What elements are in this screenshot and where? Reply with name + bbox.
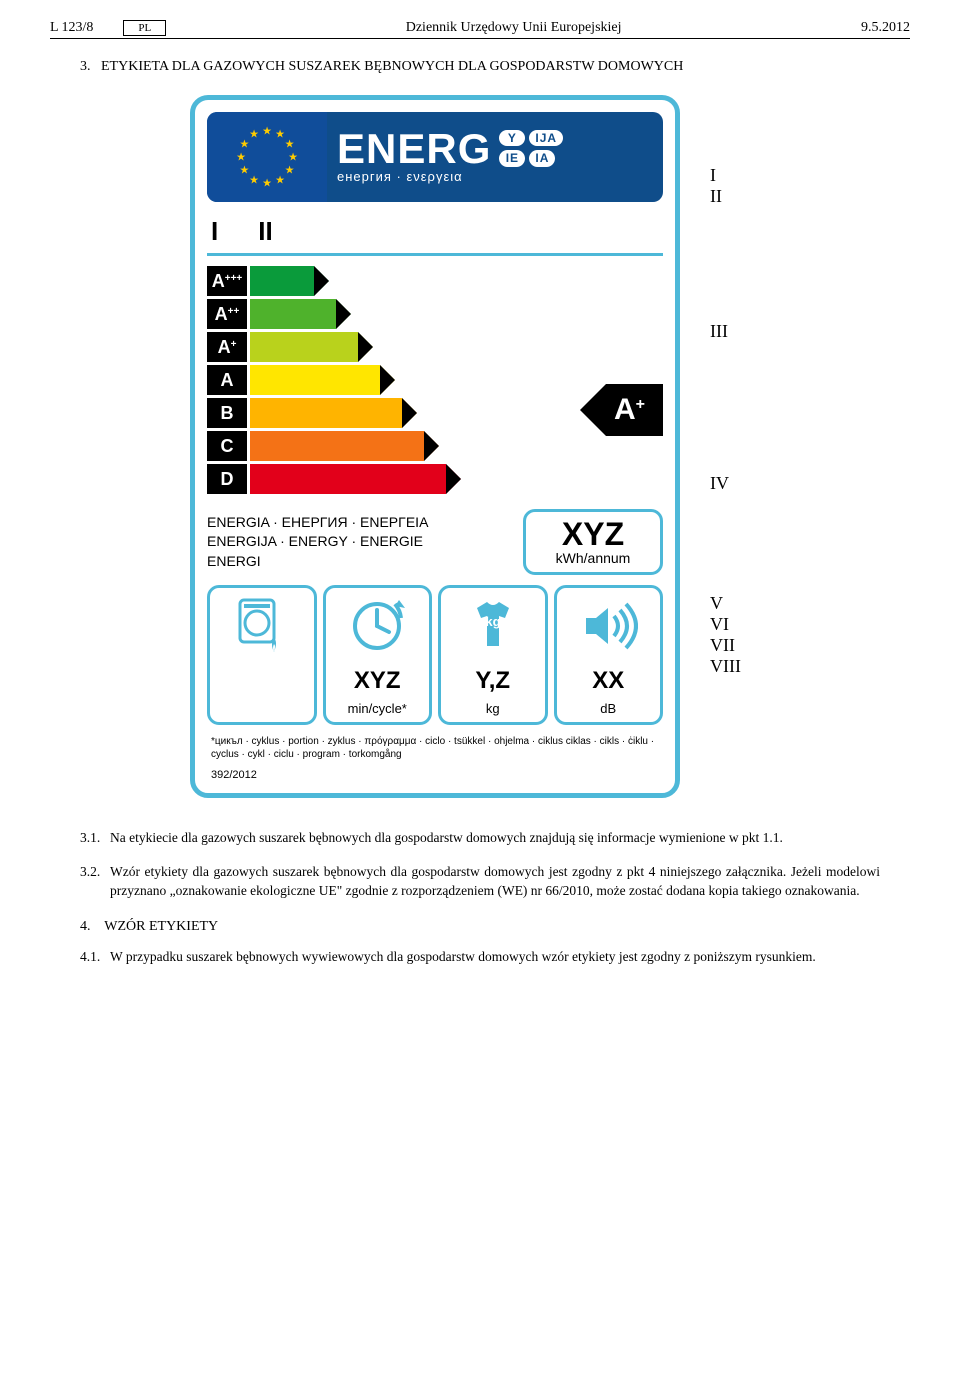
eu-star-icon: ★ bbox=[275, 173, 285, 186]
sound-icon bbox=[563, 596, 655, 656]
consumption-text: ENERGIA · ЕНЕРГИЯ · ΕΝΕΡΓΕΙΑ ENERGIJA · … bbox=[207, 513, 513, 572]
class-arrow bbox=[250, 431, 424, 461]
svg-text:kg: kg bbox=[485, 614, 500, 629]
rated-sup: + bbox=[636, 396, 645, 414]
class-box: A+ bbox=[207, 332, 247, 362]
section-4-title: 4. WZÓR ETYKIETY bbox=[80, 919, 910, 935]
pictogram-dryer-gas bbox=[207, 585, 317, 725]
supplier-1: I bbox=[211, 216, 218, 247]
efficiency-class-row: B bbox=[207, 398, 523, 428]
class-box: A bbox=[207, 365, 247, 395]
tshirt-kg-icon: kg bbox=[447, 596, 539, 656]
supplier-row: I II bbox=[207, 216, 663, 256]
journal-title: Dziennik Urzędowy Unii Europejskiej bbox=[406, 20, 622, 36]
efficiency-class-row: D bbox=[207, 464, 523, 494]
pictogram-row: XYZ min/cycle* kg Y,Z kg XX dB bbox=[207, 585, 663, 725]
efficiency-class-row: C bbox=[207, 431, 523, 461]
efficiency-class-row: A++ bbox=[207, 299, 523, 329]
efficiency-class-row: A bbox=[207, 365, 523, 395]
picto-unit: kg bbox=[447, 701, 539, 716]
eu-star-icon: ★ bbox=[249, 173, 259, 186]
class-box: A++ bbox=[207, 299, 247, 329]
para-text: Wzór etykiety dla gazowych suszarek bębn… bbox=[110, 862, 880, 901]
picto-value: XYZ bbox=[332, 669, 424, 693]
energy-label: ★★★★★★★★★★★★ ENERG Y IJA IE IA bbox=[190, 95, 680, 798]
pictogram-clock: XYZ min/cycle* bbox=[323, 585, 433, 725]
annotation-III: III bbox=[710, 235, 770, 463]
consumption-value: XYZ bbox=[540, 518, 646, 550]
pictogram-sound: XX dB bbox=[554, 585, 664, 725]
class-arrow bbox=[250, 299, 336, 329]
eu-star-icon: ★ bbox=[240, 164, 250, 177]
efficiency-area: A+++A++A+ABCD A+ bbox=[207, 266, 663, 497]
para-num: 3.1. bbox=[80, 828, 110, 848]
eu-star-icon: ★ bbox=[262, 125, 272, 138]
efficiency-class-row: A+++ bbox=[207, 266, 523, 296]
top-banner: ★★★★★★★★★★★★ ENERG Y IJA IE IA bbox=[207, 112, 663, 202]
lang-pills: Y IJA IE IA bbox=[499, 130, 563, 168]
annotation-IV: IV bbox=[710, 463, 770, 563]
header-date: 9.5.2012 bbox=[861, 20, 910, 36]
section-num: 3. bbox=[80, 59, 91, 74]
eu-star-icon: ★ bbox=[285, 164, 295, 177]
class-arrow bbox=[250, 398, 402, 428]
rated-label: A bbox=[614, 393, 636, 427]
class-arrow bbox=[250, 266, 314, 296]
section-3-title: 3. ETYKIETA DLA GAZOWYCH SUSZAREK BĘBNOW… bbox=[80, 59, 910, 75]
page-ref: L 123/8 bbox=[50, 20, 93, 36]
picto-value: Y,Z bbox=[447, 669, 539, 693]
eu-star-icon: ★ bbox=[236, 151, 246, 164]
class-box: B bbox=[207, 398, 247, 428]
class-box: D bbox=[207, 464, 247, 494]
banner-text: ENERG Y IJA IE IA енергия · ενεργεια bbox=[327, 112, 663, 202]
rated-arrow: A+ bbox=[523, 322, 663, 497]
annotation-I-II: I II bbox=[710, 165, 770, 235]
pill: IJA bbox=[529, 130, 563, 147]
energ-word: ENERG bbox=[337, 130, 491, 168]
consumption-row: ENERGIA · ЕНЕРГИЯ · ΕΝΕΡΓΕΙΑ ENERGIJA · … bbox=[207, 509, 663, 575]
para-num: 3.2. bbox=[80, 862, 110, 901]
picto-unit: min/cycle* bbox=[332, 701, 424, 716]
eu-star-icon: ★ bbox=[285, 138, 295, 151]
efficiency-class-row: A+ bbox=[207, 332, 523, 362]
pill: IA bbox=[529, 150, 555, 167]
para-text: Na etykiecie dla gazowych suszarek bębno… bbox=[110, 828, 880, 848]
clock-icon bbox=[332, 596, 424, 656]
para-text: W przypadku suszarek bębnowych wywiewowy… bbox=[110, 947, 880, 967]
pill: Y bbox=[499, 130, 525, 147]
pill: IE bbox=[499, 150, 525, 167]
efficiency-arrows: A+++A++A+ABCD bbox=[207, 266, 523, 497]
section-text: ETYKIETA DLA GAZOWYCH SUSZAREK BĘBNOWYCH… bbox=[101, 59, 683, 74]
consumption-unit: kWh/annum bbox=[540, 550, 646, 566]
label-wrap: ★★★★★★★★★★★★ ENERG Y IJA IE IA bbox=[50, 95, 910, 798]
stars-ring: ★★★★★★★★★★★★ bbox=[236, 126, 298, 188]
paragraphs-4: 4.1. W przypadku suszarek bębnowych wywi… bbox=[80, 947, 880, 967]
paragraphs: 3.1. Na etykiecie dla gazowych suszarek … bbox=[80, 828, 880, 901]
pictogram-tshirt-kg: kg Y,Z kg bbox=[438, 585, 548, 725]
dryer-gas-icon bbox=[216, 596, 308, 656]
eu-star-icon: ★ bbox=[262, 177, 272, 190]
picto-value: XX bbox=[563, 669, 655, 693]
eu-flag: ★★★★★★★★★★★★ bbox=[207, 112, 327, 202]
eu-star-icon: ★ bbox=[275, 128, 285, 141]
class-arrow bbox=[250, 365, 380, 395]
annotation-V-VIII: V VI VII VIII bbox=[710, 563, 770, 677]
page-header: L 123/8 PL Dziennik Urzędowy Unii Europe… bbox=[50, 20, 910, 39]
consumption-box: XYZ kWh/annum bbox=[523, 509, 663, 575]
cycle-footnote: *цикъл · cyklus · portion · zyklus · πρό… bbox=[211, 735, 659, 761]
supplier-2: II bbox=[258, 216, 272, 247]
annotations-column: I II III IV V VI VII VIII bbox=[710, 95, 770, 798]
para-num: 4.1. bbox=[80, 947, 110, 967]
lang-box: PL bbox=[123, 20, 166, 36]
class-box: C bbox=[207, 431, 247, 461]
picto-unit: dB bbox=[563, 701, 655, 716]
class-box: A+++ bbox=[207, 266, 247, 296]
eu-star-icon: ★ bbox=[240, 138, 250, 151]
class-arrow bbox=[250, 464, 446, 494]
energ-sub: енергия · ενεργεια bbox=[337, 169, 663, 184]
regulation-number: 392/2012 bbox=[211, 769, 659, 781]
class-arrow bbox=[250, 332, 358, 362]
eu-star-icon: ★ bbox=[288, 151, 298, 164]
eu-star-icon: ★ bbox=[249, 128, 259, 141]
